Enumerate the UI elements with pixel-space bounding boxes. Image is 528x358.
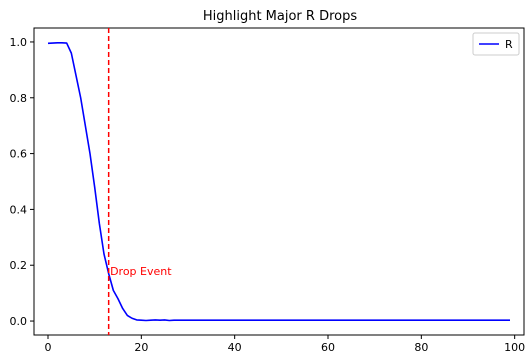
x-tick-label: 20 xyxy=(134,341,148,354)
legend-label-R: R xyxy=(505,38,513,51)
x-tick-label: 0 xyxy=(45,341,52,354)
x-tick-label: 80 xyxy=(414,341,428,354)
x-tick-label: 100 xyxy=(504,341,525,354)
y-tick-label: 0.4 xyxy=(10,203,28,216)
y-tick-label: 0.2 xyxy=(10,259,28,272)
y-tick-label: 0.8 xyxy=(10,92,28,105)
chart-title: Highlight Major R Drops xyxy=(203,9,357,24)
series-line-R xyxy=(47,41,510,322)
y-tick-label: 0.6 xyxy=(10,148,28,161)
y-tick-label: 0.0 xyxy=(10,315,28,328)
plot-content xyxy=(47,28,510,335)
x-tick-label: 60 xyxy=(321,341,335,354)
plot-area: 0 20 40 60 80 100 0.0 0.2 0.4 0.6 0.8 1.0 Drop Event… xyxy=(10,27,525,354)
drop-event-label: Drop Event xyxy=(110,265,172,278)
x-tick-label: 40 xyxy=(228,341,242,354)
axes-frame xyxy=(33,27,525,336)
y-tick-label: 1.0 xyxy=(10,36,28,49)
legend: R xyxy=(472,32,520,56)
